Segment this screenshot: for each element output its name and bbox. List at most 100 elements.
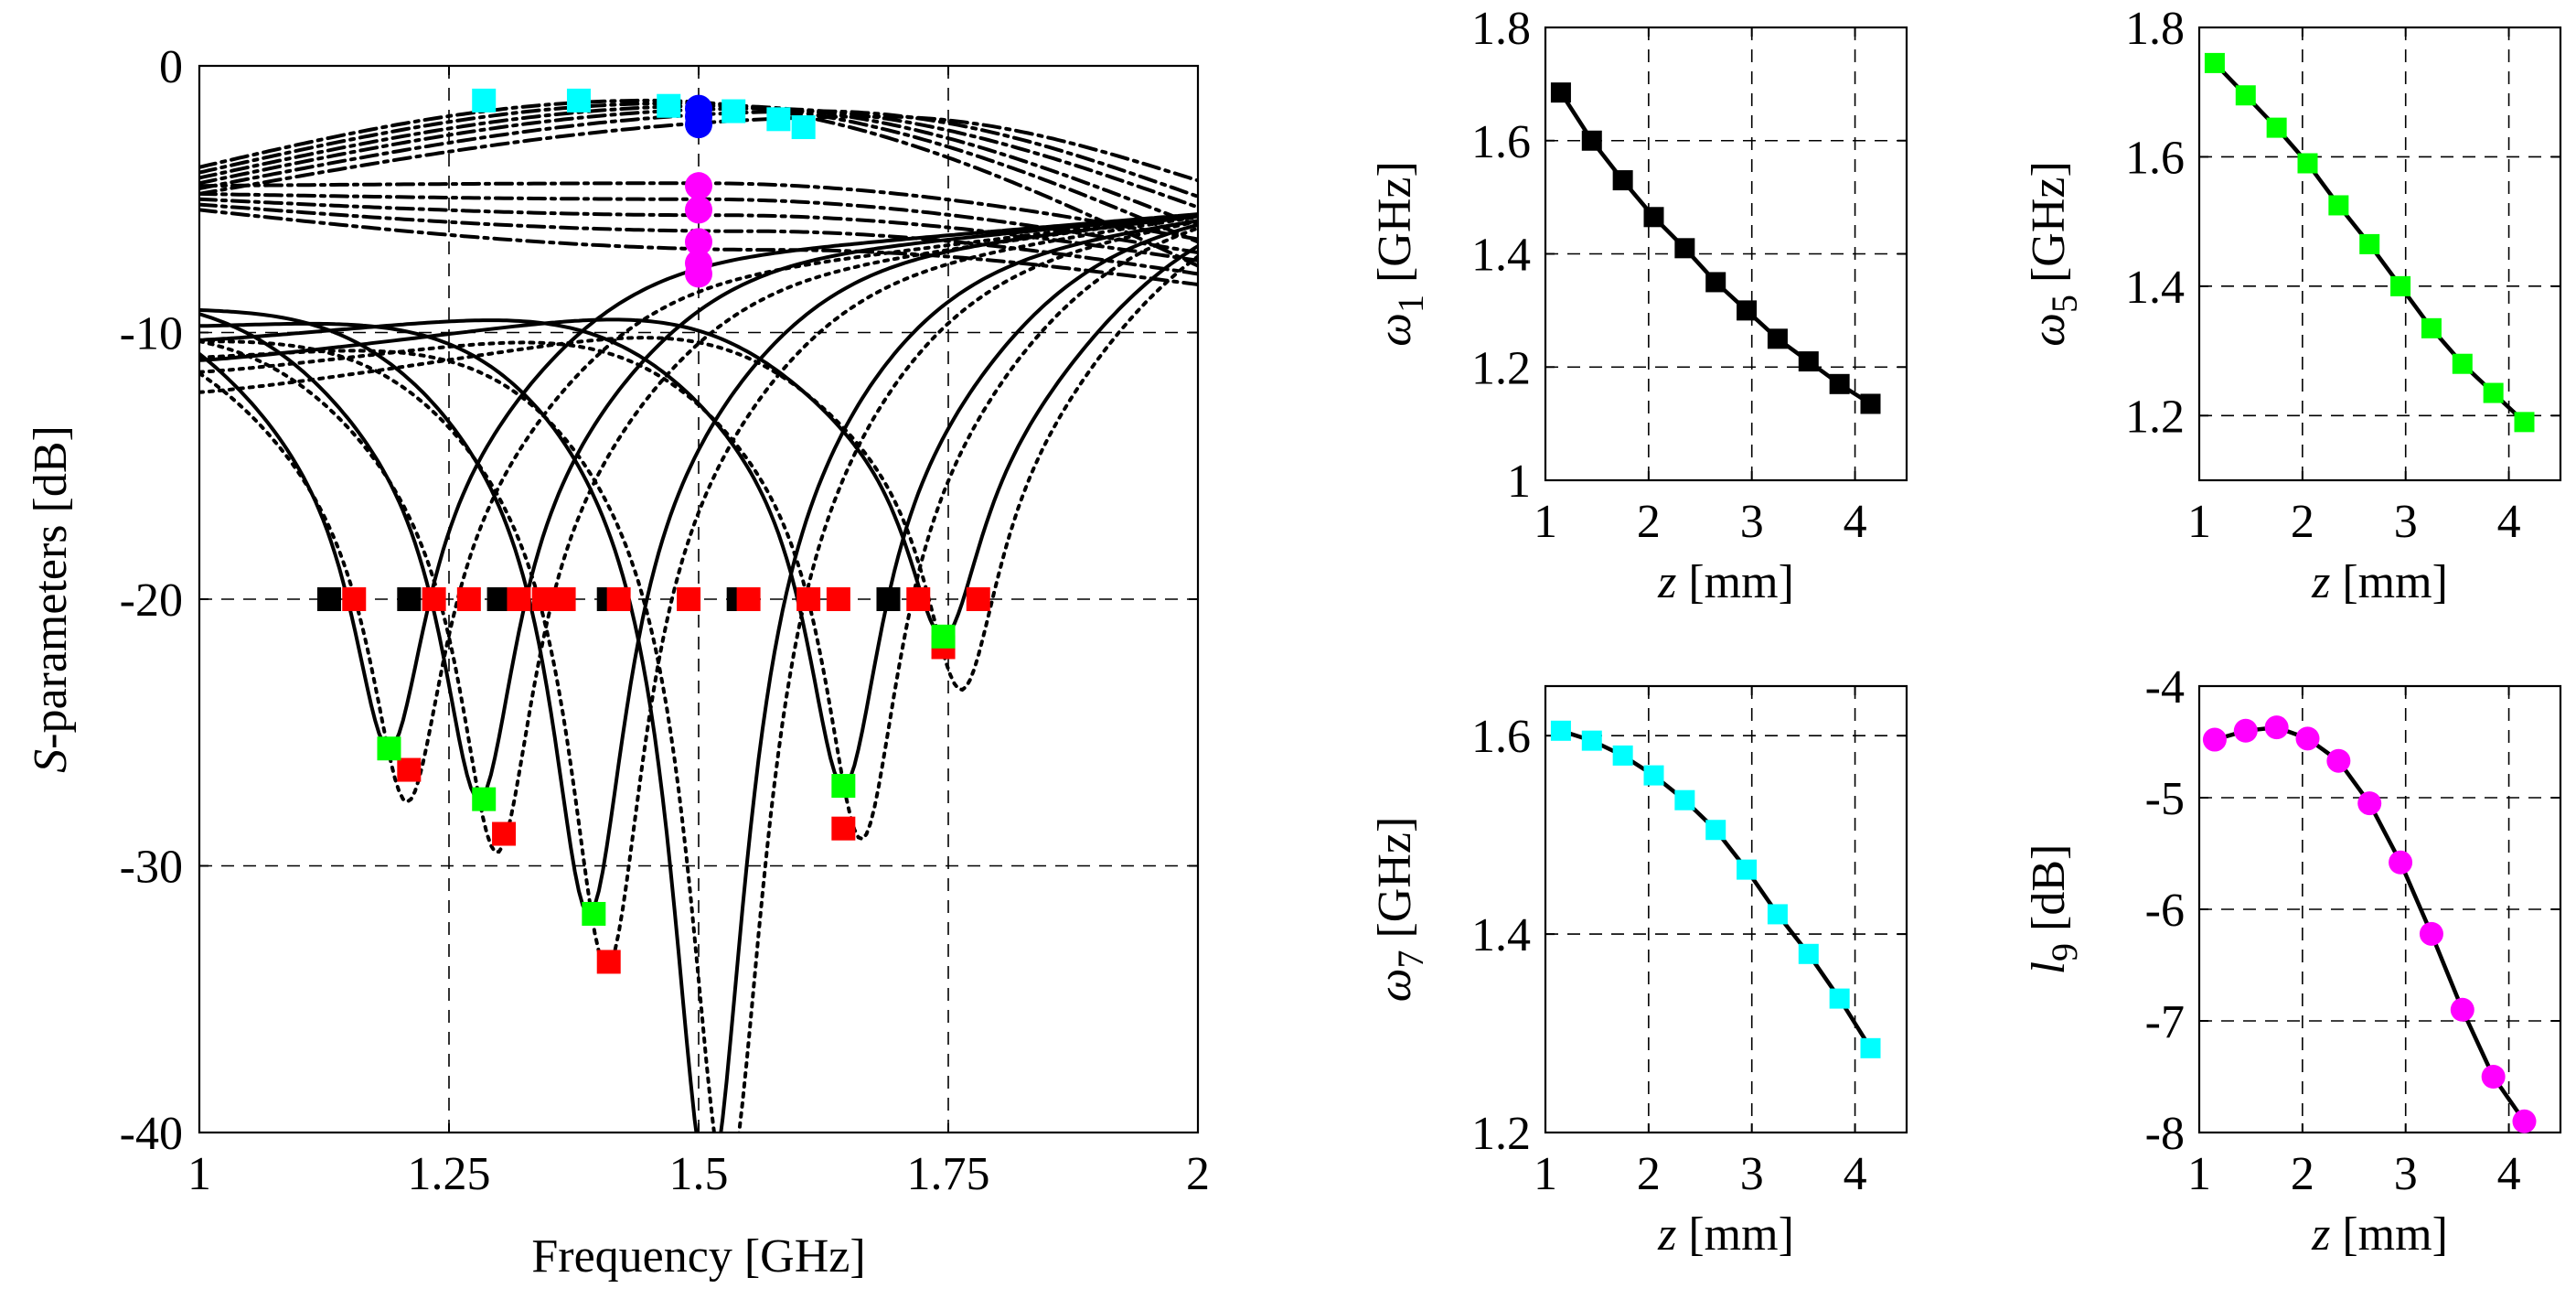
data-point-w1: [1829, 373, 1850, 394]
data-point-w5: [2452, 353, 2473, 374]
data-point-l9: [2233, 718, 2258, 743]
data-point-l9: [2419, 921, 2443, 946]
marker-red-square: [551, 587, 576, 611]
data-point-w7: [1767, 904, 1788, 925]
data-point-w7: [1643, 765, 1664, 786]
x-tick-label: 1: [187, 1148, 211, 1200]
x-tick-label: 1.75: [907, 1148, 990, 1200]
data-point-w7: [1674, 789, 1695, 811]
marker-red-square: [966, 587, 990, 611]
y-axis-label-subscript: 9: [2044, 943, 2085, 961]
reflection-curve-solid: [199, 244, 1198, 639]
y-tick-label: -30: [120, 842, 183, 894]
data-point-w5: [2297, 153, 2318, 174]
y-tick-label: 1.8: [2125, 3, 2185, 55]
x-tick-label: 3: [2394, 496, 2418, 548]
plot-frame: [1544, 684, 1908, 1134]
data-point-w7: [1581, 730, 1602, 751]
data-point-w5: [2514, 412, 2535, 433]
marker-green-square: [831, 774, 856, 799]
x-tick-label: 2: [2291, 1148, 2314, 1200]
x-axis-label: Frequency [GHz]: [531, 1230, 865, 1283]
y-tick-label: 1.4: [1471, 230, 1531, 282]
marker-red-square: [826, 587, 850, 611]
data-point-l9: [2481, 1065, 2506, 1089]
y-tick-label: 1.6: [1471, 116, 1531, 168]
data-point-w5: [2359, 233, 2380, 254]
y-tick-label: -40: [120, 1108, 183, 1160]
y-tick-label: -8: [2145, 1108, 2185, 1160]
data-point-w1: [1798, 351, 1819, 372]
marker-magenta-circle: [685, 196, 712, 224]
y-tick-label: 1.8: [1471, 3, 1531, 55]
marker-cyan-square: [791, 115, 816, 140]
marker-black-square: [316, 587, 341, 611]
x-tick-label: 1: [2187, 1148, 2211, 1200]
x-tick-label: 1: [1534, 1148, 1557, 1200]
y-axis-label-l9: l9 [dB]: [2023, 844, 2085, 975]
reflection-curve-dotted: [199, 215, 1198, 971]
data-point-w1: [1705, 272, 1726, 293]
y-tick-label: -20: [120, 574, 183, 627]
data-point-w7: [1612, 745, 1633, 766]
marker-red-square: [796, 587, 821, 611]
marker-green-square: [472, 787, 497, 811]
y-axis-label-w1: ω1 [GHz]: [1369, 161, 1431, 347]
data-point-w7: [1829, 988, 1850, 1009]
data-point-w1: [1581, 130, 1602, 151]
reflection-curve-dotted: [199, 254, 1198, 692]
data-point-w1: [1767, 328, 1788, 349]
y-axis-label-symbol: ω: [1369, 313, 1421, 347]
data-point-w7: [1737, 859, 1758, 880]
marker-black-square: [397, 587, 422, 611]
marker-red-square: [596, 950, 621, 974]
data-point-w5: [2235, 85, 2256, 106]
marker-cyan-square: [566, 88, 591, 113]
y-axis-label-italic: S: [25, 749, 77, 773]
x-tick-label: 1.25: [408, 1148, 491, 1200]
x-axis-label-w5: z [mm]: [2311, 556, 2448, 608]
x-axis-label-italic: z: [2311, 1208, 2330, 1261]
x-tick-label: 4: [1844, 1148, 1867, 1200]
y-axis-label-subscript: 1: [1390, 295, 1431, 313]
x-axis-label-rest: [mm]: [1676, 556, 1794, 608]
marker-magenta-circle: [685, 260, 712, 288]
marker-red-square: [342, 587, 367, 611]
y-axis-label-unit: [GHz]: [1369, 161, 1421, 295]
marker-red-square: [606, 587, 631, 611]
y-tick-label: -7: [2145, 996, 2185, 1048]
data-point-w1: [1737, 300, 1758, 321]
x-axis-label-rest: [mm]: [2330, 556, 2448, 608]
y-tick-label: 1.4: [2125, 262, 2185, 314]
marker-red-square: [456, 587, 481, 611]
data-point-l9: [2326, 748, 2351, 773]
y-axis-label-subscript: 7: [1390, 950, 1431, 969]
y-axis-label-w5: ω5 [GHz]: [2023, 161, 2085, 347]
marker-red-square: [507, 587, 531, 611]
marker-red-square: [906, 587, 931, 611]
marker-red-square: [531, 587, 556, 611]
main-s-parameter-chart: 1 1.25 1.5 1.75 2 -40 -30 -20 -10 0 Frequency [GHz…: [25, 41, 1210, 1283]
data-point-w5: [2421, 317, 2442, 338]
x-tick-label: 2: [1637, 1148, 1661, 1200]
plot-frame: [2197, 26, 2562, 482]
data-point-w1: [1860, 393, 1881, 414]
marker-red-square: [492, 821, 517, 846]
x-tick-label: 1: [2187, 496, 2211, 548]
marker-magenta-circle: [685, 228, 712, 256]
y-tick-label: -6: [2145, 885, 2185, 937]
data-point-l9: [2264, 715, 2289, 740]
data-point-w1: [1612, 170, 1633, 191]
x-tick-label: 2: [1186, 1148, 1210, 1200]
data-point-w7: [1705, 820, 1726, 841]
y-tick-label: 1.4: [1471, 909, 1531, 961]
x-axis-label-italic: z: [2311, 556, 2330, 608]
marker-red-square: [677, 587, 701, 611]
x-axis-label-rest: [mm]: [2330, 1208, 2448, 1261]
y-axis-label-unit: [GHz]: [2023, 161, 2075, 295]
x-tick-label: 3: [1740, 1148, 1764, 1200]
data-point-l9: [2512, 1109, 2537, 1133]
marker-cyan-square: [657, 93, 681, 118]
